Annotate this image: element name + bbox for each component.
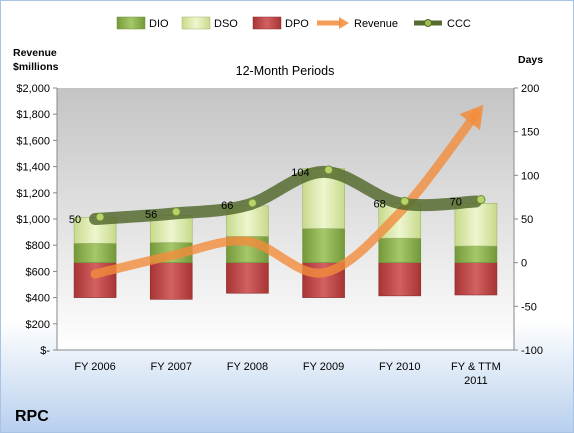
ccc-point: [400, 196, 410, 206]
left-axis: $- $200 $400 $600 $800 $1,000 $1,200 $1,400 $1,6…: [16, 83, 58, 357]
revenue-arrowhead: [459, 104, 484, 131]
ccc-point: [171, 207, 181, 217]
bar-dpo: [378, 262, 422, 297]
x-axis: FY 2006 FY 2007 FY 2008 FY 2009 FY 2010 FY & …: [57, 349, 514, 387]
chart-title: 12-Month Periods: [236, 64, 335, 78]
legend-label-dso: DSO: [214, 18, 238, 30]
ccc-point: [247, 198, 257, 208]
bar-dso: [149, 215, 193, 243]
legend-swatch-dso: [181, 16, 211, 30]
bar-dio: [454, 245, 498, 263]
ccc-point: [95, 212, 105, 222]
ccc-data-label: 56: [145, 209, 157, 221]
right-tick-label: 100: [521, 170, 539, 182]
revenue-line: [90, 109, 481, 279]
right-tick-label: -100: [521, 345, 543, 357]
left-tick-label: $1,400: [16, 162, 50, 174]
legend-label-revenue: Revenue: [354, 18, 398, 30]
left-tick-label: $200: [26, 319, 50, 331]
ccc-point: [476, 195, 486, 205]
legend-swatch-dio: [116, 16, 146, 30]
legend-swatch-dpo: [252, 16, 282, 30]
right-tick-label: 50: [521, 214, 533, 226]
legend-label-dio: DIO: [149, 18, 169, 30]
right-axis-title: Days: [518, 54, 543, 66]
ccc-data-label: 68: [374, 198, 386, 210]
x-tick-label: FY & TTM 2011: [451, 361, 501, 387]
left-tick-label: $1,800: [16, 109, 50, 121]
left-tick-label: $-: [40, 345, 50, 357]
legend-swatch-ccc: [414, 19, 442, 27]
x-tick-label: FY 2009: [303, 361, 344, 373]
left-axis-title-line1: Revenue: [13, 47, 57, 59]
bar-dpo: [226, 262, 269, 294]
ccc-data-label: 50: [69, 214, 81, 226]
right-axis: -100 -50 0 50 100 150 200: [513, 83, 543, 357]
bar-dio: [378, 237, 422, 263]
x-tick-label: FY 2006: [74, 361, 115, 373]
ccc-data-label: 104: [291, 167, 309, 179]
left-tick-label: $800: [26, 240, 50, 252]
left-tick-label: $2,000: [16, 83, 50, 95]
left-tick-label: $600: [26, 266, 50, 278]
right-tick-label: 150: [521, 127, 539, 139]
bar-dpo: [454, 262, 498, 296]
right-tick-label: 200: [521, 83, 539, 95]
company-name: RPC: [15, 408, 49, 425]
bar-dpo: [149, 262, 193, 300]
bar-dso: [454, 202, 498, 247]
bar-dio: [302, 228, 345, 263]
legend-label-ccc: CCC: [447, 18, 471, 30]
x-tick-label: FY 2007: [151, 361, 192, 373]
left-axis-title-line2: $millions: [13, 61, 59, 73]
ccc-point: [324, 165, 334, 175]
x-tick-label: FY 2010: [379, 361, 420, 373]
left-tick-label: $1,600: [16, 135, 50, 147]
legend-swatch-revenue: [317, 17, 349, 29]
ccc-data-label: 66: [221, 200, 233, 212]
ccc-data-label: 70: [450, 197, 462, 209]
right-tick-label: 0: [521, 258, 527, 270]
legend-label-dpo: DPO: [285, 18, 309, 30]
legend: DIO DSO DPO Revenue CCC: [116, 16, 471, 30]
x-tick-label: FY 2008: [227, 361, 268, 373]
left-tick-label: $400: [26, 293, 50, 305]
lines: 50 56 66 104 68 70: [69, 104, 486, 279]
right-tick-label: -50: [521, 301, 537, 313]
left-tick-label: $1,000: [16, 214, 50, 226]
left-tick-label: $1,200: [16, 188, 50, 200]
bar-dio: [73, 243, 117, 263]
